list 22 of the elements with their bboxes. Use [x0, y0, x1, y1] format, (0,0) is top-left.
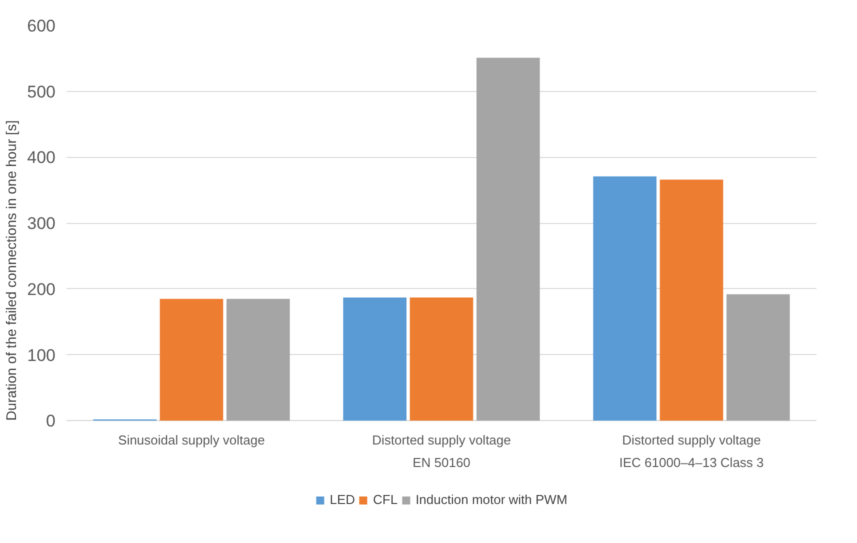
- y-tick-label: 0: [46, 412, 56, 431]
- y-tick-label: 600: [27, 16, 56, 36]
- y-tick-label: 500: [27, 82, 56, 102]
- bar: [343, 298, 406, 421]
- y-tick-label: 400: [27, 148, 56, 168]
- y-tick-label: 100: [27, 346, 56, 365]
- bar: [160, 298, 224, 421]
- bar: [660, 180, 724, 421]
- legend-label: Induction motor with PWM: [416, 492, 568, 507]
- x-tick-label: Sinusoidal supply voltage: [118, 432, 265, 448]
- bar: [726, 294, 790, 421]
- y-axis-title: Duration of the failed connections in one hour [s]: [3, 120, 20, 421]
- x-tick-label: Distorted supply voltage IEC 61000–4–13 Class 3: [619, 432, 764, 470]
- bar: [476, 58, 540, 421]
- bar: [226, 298, 290, 421]
- bar: [593, 176, 656, 421]
- y-tick-label: 300: [27, 214, 56, 234]
- legend-label: CFL: [373, 492, 398, 507]
- legend-label: LED: [330, 492, 356, 507]
- bar: [410, 298, 474, 421]
- y-tick-label: 200: [27, 280, 56, 299]
- x-tick-label: Distorted supply voltage EN 50160: [372, 432, 511, 470]
